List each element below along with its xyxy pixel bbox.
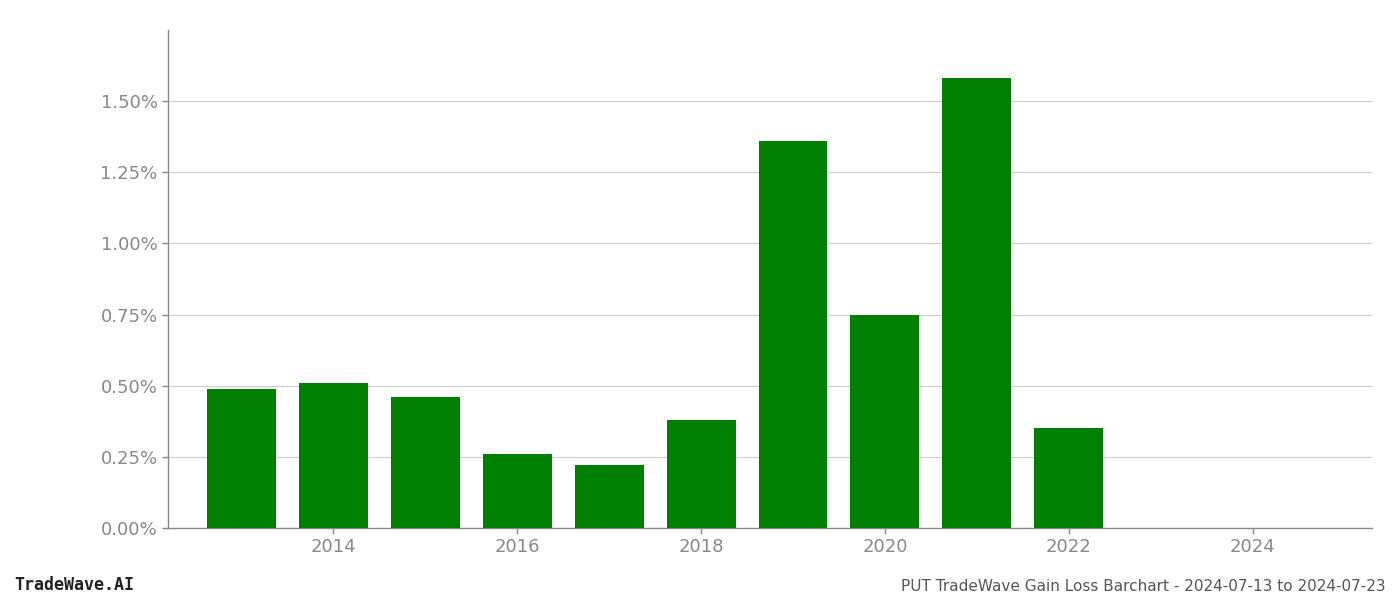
Bar — [483, 454, 552, 528]
Bar — [1035, 428, 1103, 528]
Bar — [759, 141, 827, 528]
Bar — [942, 79, 1011, 528]
Bar — [574, 466, 644, 528]
Bar — [391, 397, 459, 528]
Bar — [207, 389, 276, 528]
Text: PUT TradeWave Gain Loss Barchart - 2024-07-13 to 2024-07-23: PUT TradeWave Gain Loss Barchart - 2024-… — [902, 579, 1386, 594]
Bar — [850, 314, 920, 528]
Bar — [300, 383, 368, 528]
Text: TradeWave.AI: TradeWave.AI — [14, 576, 134, 594]
Bar — [666, 420, 735, 528]
